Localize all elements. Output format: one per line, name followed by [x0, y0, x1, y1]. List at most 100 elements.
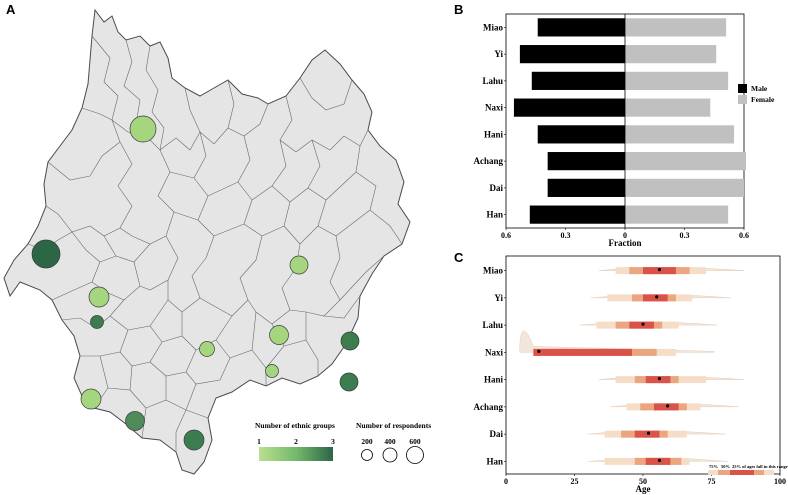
color-legend-tick: 1 [257, 437, 261, 446]
legend-label-male: Male [751, 84, 768, 93]
circle-marker [129, 115, 157, 143]
circle-marker [31, 239, 61, 269]
category-label: Han [486, 456, 503, 466]
interval-25 [634, 430, 660, 438]
interval-25 [643, 294, 668, 302]
bar-female [625, 152, 746, 171]
circle-marker [339, 372, 359, 392]
interval-25 [653, 403, 679, 411]
circle-marker [183, 429, 205, 451]
yunnan-map [3, 8, 411, 475]
category-label: Dai [490, 429, 504, 439]
median-point [657, 458, 662, 462]
x-tick-label: 50 [639, 477, 647, 486]
size-legend-circle [382, 447, 398, 463]
bar-male [537, 125, 625, 144]
interval-25 [645, 376, 671, 384]
circle-marker [90, 315, 104, 329]
plot-frame [505, 255, 781, 475]
ethnic-group-circles [31, 115, 360, 451]
size-legend-title: Number of respondents [356, 421, 431, 430]
median-point [666, 404, 670, 408]
category-label: Yi [494, 49, 503, 59]
bar-female [625, 178, 744, 197]
size-legend-tick: 400 [384, 437, 396, 446]
age-distribution-chart: Miao Yi Lahu Naxi Hani Achang Dai Han 0 25 50 75 100… [473, 255, 788, 494]
circle-marker [125, 411, 145, 431]
x-tick-label: 0.6 [501, 231, 511, 240]
legend-label-50: 50% [721, 464, 731, 469]
bar-female [625, 98, 711, 117]
category-label: Hani [484, 375, 504, 385]
x-tick-label: 0.3 [561, 231, 571, 240]
circle-marker [265, 364, 279, 378]
legend-swatch-female [738, 95, 747, 104]
bar-male [547, 152, 625, 171]
bar-male [537, 18, 625, 37]
category-label: Achang [473, 402, 503, 412]
color-legend: Number of ethnic groups 1 2 3 [255, 421, 335, 461]
legend-label-female: Female [751, 95, 775, 104]
x-axis-title: Fraction [609, 238, 642, 248]
category-label: Dai [490, 183, 504, 193]
panel-c-label: C [454, 250, 464, 265]
circle-marker [269, 325, 289, 345]
bar-male [547, 178, 625, 197]
color-legend-tick: 2 [294, 437, 298, 446]
x-tick-label: 0 [504, 477, 508, 486]
legend-swatch-male [738, 84, 747, 93]
category-label: Miao [483, 22, 503, 32]
legend-label-25: 25% of ages fall in this range [732, 464, 788, 469]
sex-ratio-chart: Miao Yi Lahu Naxi Hani Achang Dai Han 0.6 0.3 0 0.3… [473, 13, 775, 248]
category-label: Miao [483, 266, 503, 276]
map-outline [3, 8, 411, 475]
bar-male [519, 45, 625, 64]
x-tick-label: 0 [623, 231, 627, 240]
x-tick-label: 0.6 [739, 231, 749, 240]
bar-female [625, 45, 717, 64]
interval-25 [645, 457, 671, 465]
interval-25 [629, 321, 654, 329]
county-borders [27, 35, 403, 452]
x-tick-label: 75 [708, 477, 716, 486]
median-point [537, 349, 541, 353]
category-label: Lahu [482, 320, 503, 330]
median-point [646, 431, 651, 435]
bar-female [625, 18, 727, 37]
circle-marker [289, 255, 309, 275]
size-legend-circle [361, 449, 373, 461]
bar-male [531, 71, 625, 90]
panel-a-label: A [6, 2, 16, 17]
median-point [657, 377, 662, 381]
interval-25 [533, 348, 633, 356]
category-label: Naxi [485, 347, 503, 357]
bar-female [625, 205, 729, 224]
x-tick-label: 100 [774, 477, 786, 486]
legend-label-75: 75% [709, 464, 719, 469]
category-label: Yi [494, 293, 503, 303]
median-point [641, 322, 645, 326]
category-label: Naxi [485, 103, 503, 113]
category-label: Hani [484, 129, 504, 139]
category-label: Han [486, 210, 503, 220]
median-point [655, 295, 659, 299]
bar-female [625, 71, 729, 90]
color-legend-title: Number of ethnic groups [255, 421, 335, 430]
x-tick-label: 0.3 [680, 231, 690, 240]
size-legend-tick: 200 [361, 437, 373, 446]
size-legend-tick: 600 [409, 437, 421, 446]
size-legend: Number of respondents 200 400 600 [356, 421, 431, 464]
circle-marker [199, 341, 215, 357]
color-legend-bar [259, 447, 333, 461]
circle-marker [80, 388, 102, 410]
category-label: Lahu [482, 76, 503, 86]
median-point [657, 268, 662, 272]
x-tick-label: 25 [571, 477, 579, 486]
bar-female [625, 125, 735, 144]
bar-male [513, 98, 625, 117]
color-legend-tick: 3 [331, 437, 335, 446]
category-label: Achang [473, 156, 503, 166]
x-axis-title: Age [636, 484, 651, 494]
panel-b-label: B [454, 2, 463, 17]
